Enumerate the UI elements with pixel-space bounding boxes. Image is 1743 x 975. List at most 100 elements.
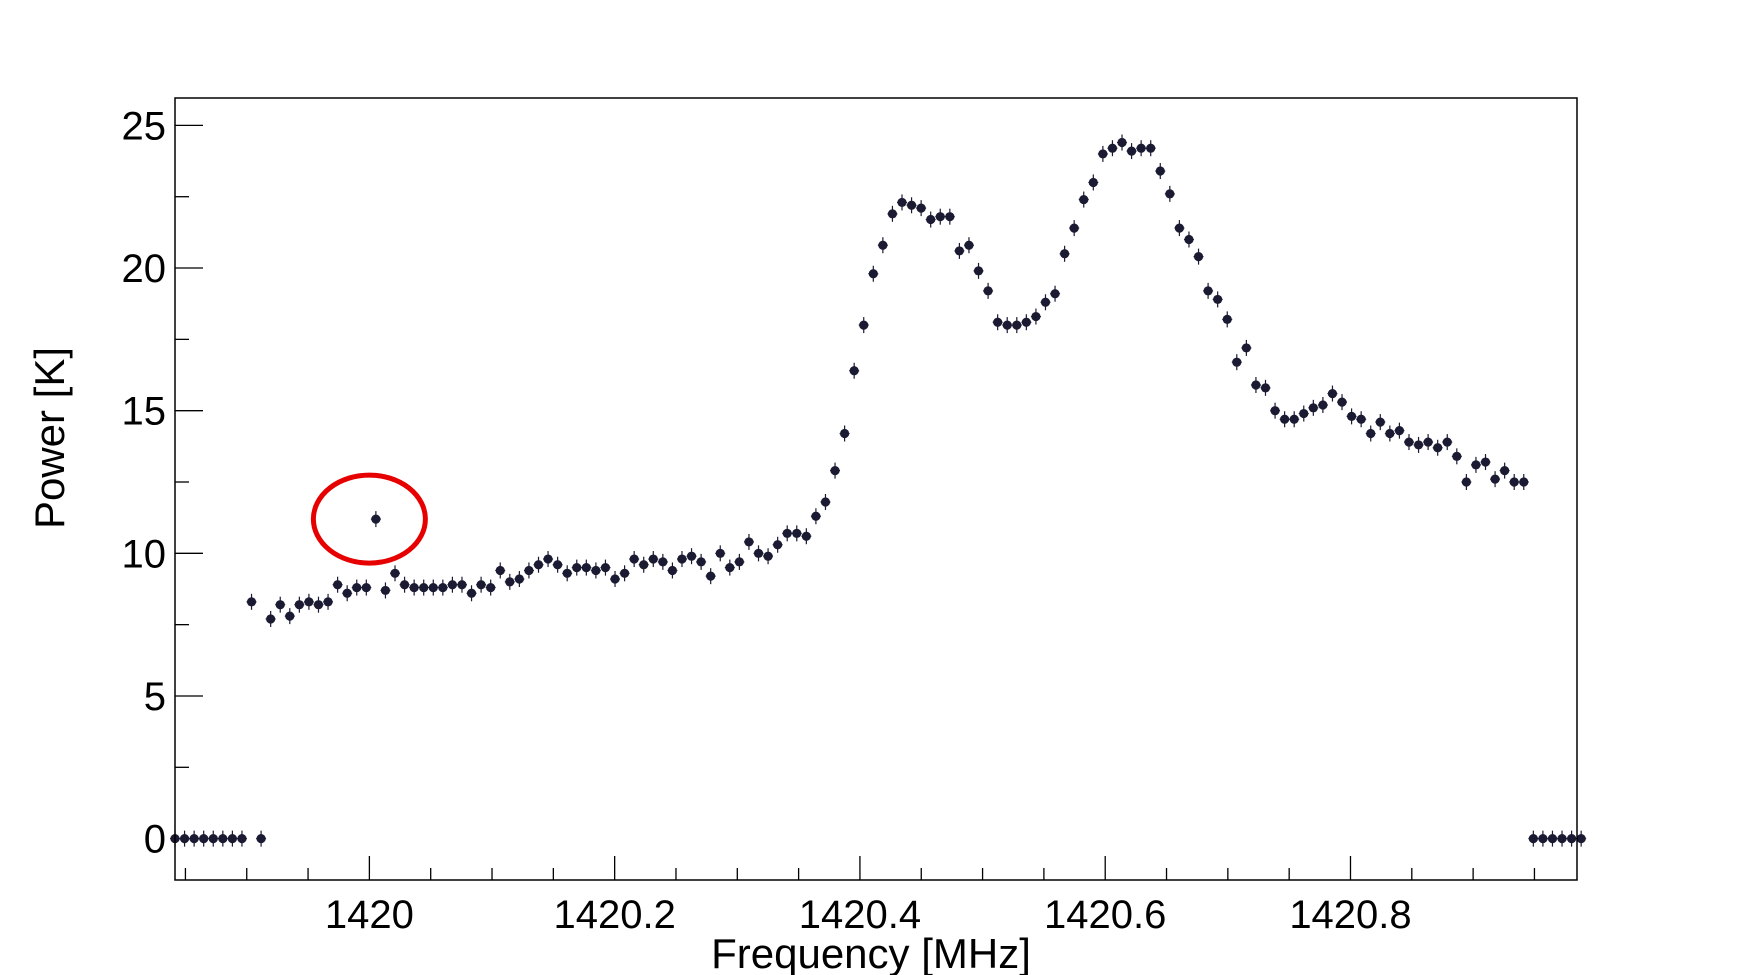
data-marker [1213,294,1223,305]
data-marker [1270,406,1280,416]
data-marker [1509,477,1519,487]
data-point [504,573,515,590]
x-axis-title: Frequency [MHz] [711,930,1031,975]
data-marker [993,317,1003,327]
data-marker [753,548,764,558]
data-point [390,565,401,582]
data-point [782,525,793,542]
data-marker [1155,166,1165,176]
data-point [1442,434,1453,451]
data-marker [1222,314,1232,324]
data-point [1470,456,1481,473]
data-point [1346,408,1357,425]
data-point [629,551,640,568]
data-point [227,830,238,847]
data-marker [380,585,391,596]
data-marker [486,582,496,593]
x-tick-label: 1420.6 [1044,893,1166,937]
data-point [370,511,381,528]
data-marker [514,574,524,584]
data-marker [419,582,429,593]
data-point [1413,436,1424,453]
data-point [1088,174,1099,191]
data-point [638,556,649,573]
data-marker [1327,388,1338,399]
data-point [667,562,678,579]
data-marker [639,560,649,570]
data-marker [179,834,190,844]
data-marker [447,580,458,590]
data-marker [600,562,611,573]
data-marker [524,565,534,576]
data-point [361,579,372,596]
data-marker [1193,252,1204,262]
data-marker [973,266,984,276]
data-marker [1165,189,1175,199]
data-point [380,582,391,599]
x-tick-label: 1420.4 [799,893,921,937]
data-point [351,579,362,596]
data-point [1155,163,1166,180]
data-marker [1452,451,1462,461]
data-point [1528,830,1539,847]
data-point [868,265,879,282]
data-marker [476,580,486,590]
data-marker [1318,400,1328,410]
data-point [734,553,745,570]
data-point [715,545,726,562]
data-point [791,525,802,542]
data-marker [572,562,582,573]
y-tick-label: 10 [122,532,167,576]
data-marker [1040,297,1051,307]
data-marker [313,600,324,610]
data-marker [696,557,706,567]
data-marker [1480,457,1491,467]
data-marker [581,562,591,573]
data-point [562,565,573,582]
data-marker [1461,477,1471,487]
data-point [1069,220,1080,237]
data-point [1461,474,1472,491]
data-point [1030,308,1041,325]
data-marker [916,203,926,213]
data-point [600,559,611,576]
data-point [1298,405,1309,422]
data-point [1021,314,1032,331]
data-point [963,237,974,254]
data-marker [304,597,314,607]
data-point [877,237,888,254]
data-point [830,462,841,479]
data-point [1260,379,1271,396]
data-marker [715,548,725,558]
y-tick-label: 20 [122,247,167,291]
data-point [514,571,525,588]
plot-frame [174,97,1578,881]
data-point [1193,248,1204,265]
data-point [1327,385,1338,402]
data-point [820,493,831,510]
data-marker [1576,834,1586,844]
data-point [1384,425,1395,442]
data-marker [1050,289,1060,299]
data-marker [983,286,993,296]
data-marker [1394,426,1405,436]
data-marker [648,554,658,564]
data-point [1212,291,1223,308]
data-point [1547,830,1558,847]
data-marker [954,246,964,256]
data-point [590,562,601,579]
data-point [179,830,190,847]
data-point [1231,354,1242,371]
data-point [772,536,783,553]
data-marker [1308,403,1318,413]
data-marker [1069,223,1079,233]
data-marker [1404,437,1414,447]
data-point [275,596,286,613]
data-marker [1241,343,1251,353]
y-axis-title: Power [K] [26,347,73,529]
data-marker [686,551,697,561]
data-marker [1079,194,1089,205]
data-point [935,208,946,225]
data-marker [466,588,477,598]
